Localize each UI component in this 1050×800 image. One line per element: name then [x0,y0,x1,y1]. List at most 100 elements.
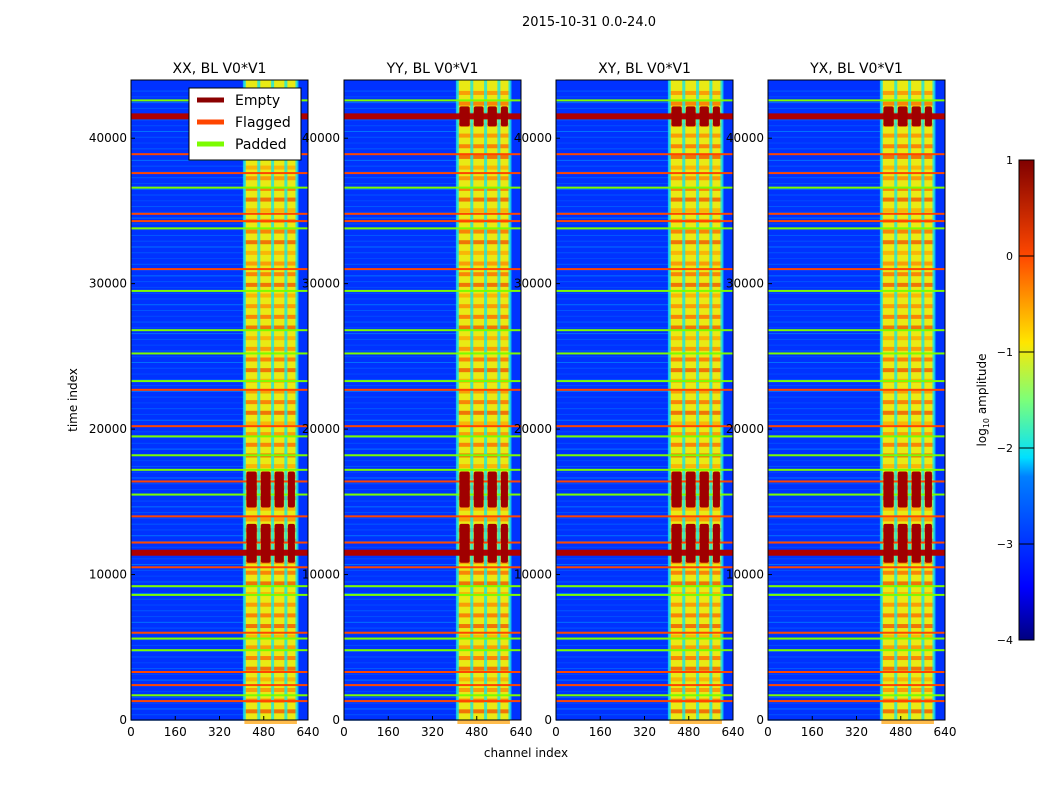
band-texture [457,421,510,426]
band-texture [669,176,722,181]
heatmap-noise-row [131,171,245,173]
x-axis-label: channel index [484,746,568,760]
heatmap-noise-row [768,177,882,179]
band-texture [457,688,510,693]
row-padded [344,468,521,471]
heatmap-noise-row [556,275,670,277]
row-flagged [131,541,308,544]
heatmap-noise-row [768,413,882,415]
heatmap-noise-row [768,171,882,173]
heatmap-noise-row [131,627,245,629]
heatmap-noise-row [131,223,245,225]
y-tick-label: 0 [544,713,552,727]
hot-spot [459,523,470,544]
band-texture [881,442,934,447]
channel-gap [921,80,925,720]
band-texture [881,261,934,266]
hot-spot [671,471,682,492]
band-texture [457,346,510,351]
heatmap-noise-row [344,90,458,92]
band-texture [881,677,934,682]
heatmap-noise-row [768,125,882,127]
heatmap-noise-row [344,564,458,566]
heatmap-noise-row [556,338,670,340]
channel-gap [508,80,512,720]
row-flagged [556,172,733,175]
row-flagged [131,268,308,271]
heatmap-noise-row [768,696,882,698]
row-padded [344,186,521,189]
heatmap-noise-row [131,361,245,363]
heatmap-noise-row [556,177,670,179]
heatmap-noise-row [131,656,245,658]
legend-label: Flagged [235,115,291,131]
heatmap-noise-row [768,616,882,618]
panel-title: YY, BL V0*V1 [386,61,479,77]
band-texture [244,368,297,373]
heatmap-noise-row [768,471,882,473]
heatmap-noise-row [556,540,670,542]
row-flagged [556,268,733,271]
colorbar-tick-label: −1 [997,346,1013,359]
heatmap-noise-row [556,696,670,698]
heatmap-noise-row [768,517,882,519]
heatmap-noise-row [556,211,670,213]
heatmap-noise-row [556,142,670,144]
heatmap-noise-row [556,448,670,450]
band-texture [881,357,934,362]
heatmap-noise-row [344,540,458,542]
heatmap-noise-row [131,338,245,340]
row-padded [344,380,521,383]
heatmap-noise-row [768,465,882,467]
band-texture [669,208,722,213]
x-tick-label: 640 [722,725,745,739]
heatmap-noise-row [768,240,882,242]
heatmap-noise-row [556,258,670,260]
heatmap-noise-row [344,598,458,600]
hot-spot [924,487,932,508]
band-texture [881,666,934,671]
row-padded [556,329,733,332]
heatmap-noise-row [768,598,882,600]
heatmap-noise-row [131,373,245,375]
heatmap-noise-row [556,344,670,346]
heatmap-noise-row [344,442,458,444]
heatmap-noise-row [131,535,245,537]
channel-gap [932,80,936,720]
row-flagged [768,541,945,544]
row-flagged [556,212,733,215]
heatmap-noise-row [344,188,458,190]
heatmap-noise-row [768,437,882,439]
heatmap-noise-row [556,431,670,433]
suptitle: 2015-10-31 0.0-24.0 [522,15,656,30]
heatmap-noise-row [556,500,670,502]
x-tick-label: 640 [510,725,533,739]
band-texture [881,197,934,202]
hot-spot [671,523,682,544]
heatmap-noise-row [131,246,245,248]
hot-spot [287,487,295,508]
heatmap-noise-row [344,217,458,219]
heatmap-noise-row [768,373,882,375]
heatmap-noise-row [131,460,245,462]
y-tick-label: 20000 [726,422,764,436]
heatmap-noise-row [344,125,458,127]
heatmap-noise-row [556,714,670,716]
row-padded [556,585,733,588]
band-texture [457,645,510,650]
heatmap-noise-row [556,390,670,392]
row-padded [768,380,945,383]
heatmap-noise-row [768,246,882,248]
x-tick-label: 480 [677,725,700,739]
hot-spot [671,106,682,127]
heatmap-noise-row [344,431,458,433]
heatmap-noise-row [556,96,670,98]
heatmap-noise-row [344,650,458,652]
band-texture [244,421,297,426]
band-texture [457,666,510,671]
heatmap-noise-row [344,338,458,340]
heatmap-noise-row [131,702,245,704]
row-padded [344,649,521,652]
heatmap-noise-row [768,315,882,317]
hot-spot [699,523,709,544]
